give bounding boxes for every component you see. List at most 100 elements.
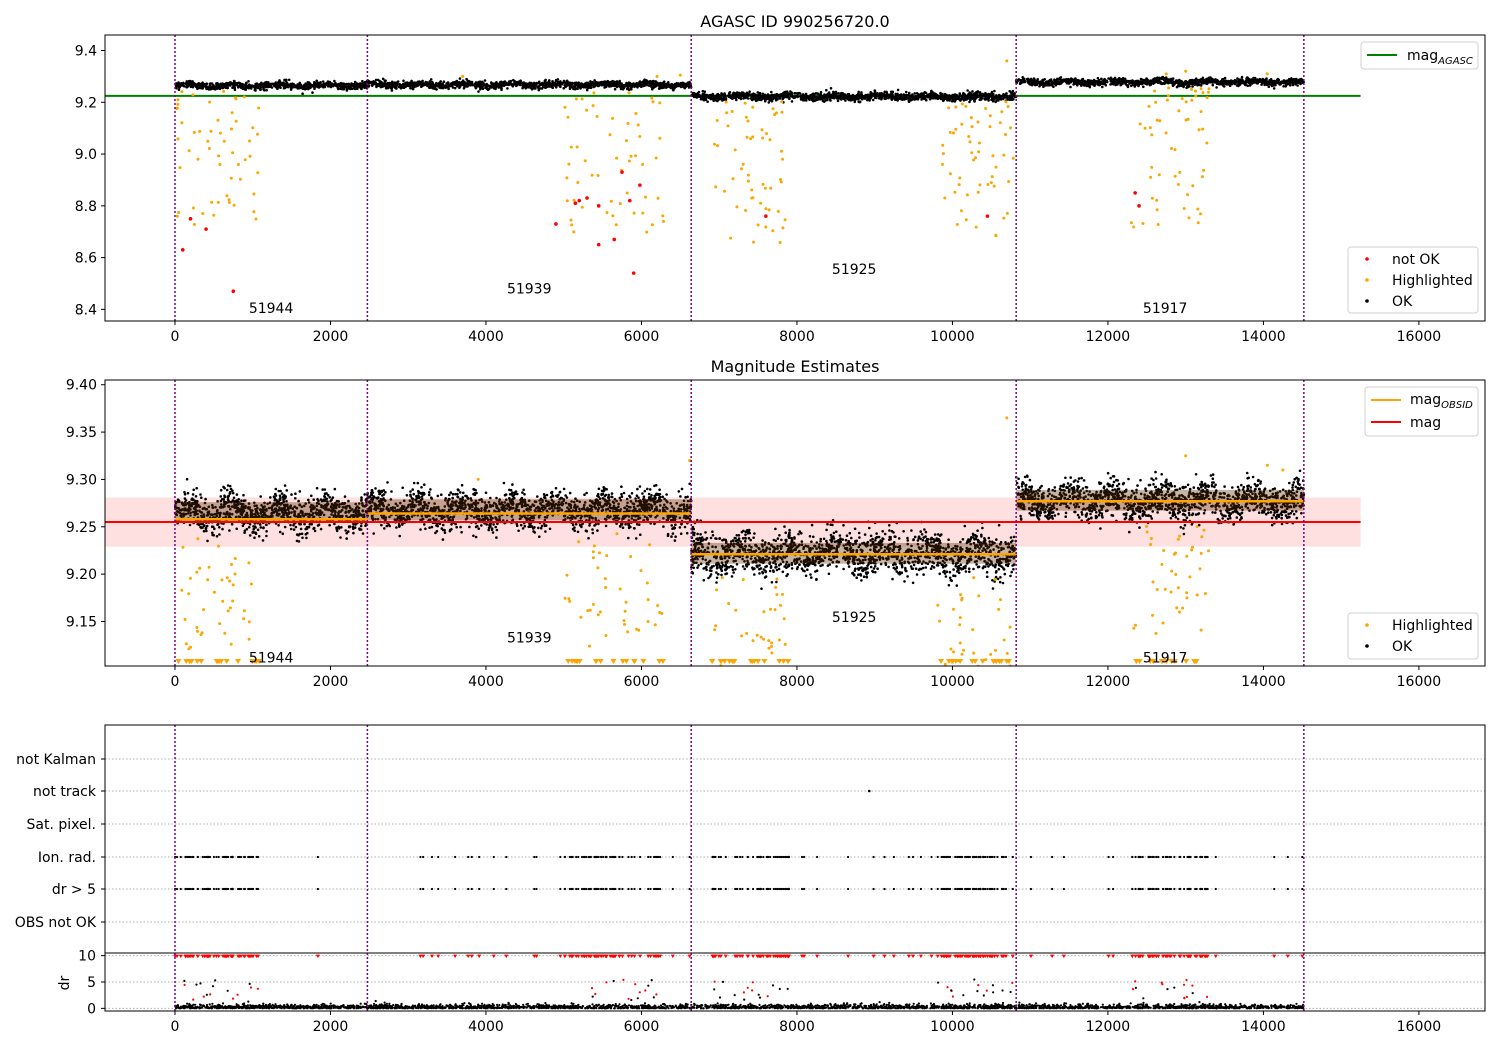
ok-point	[1017, 78, 1021, 81]
ok-point	[439, 80, 443, 83]
obsid-label: 51917	[1143, 301, 1188, 317]
ok-point	[856, 93, 859, 97]
highlighted-point	[991, 154, 995, 158]
ok-point	[824, 94, 827, 98]
ok-point	[1223, 76, 1227, 80]
ok-point	[1214, 79, 1217, 83]
highlighted-point	[1196, 221, 1200, 225]
highlighted-point	[954, 127, 958, 131]
legend-not-ok-marker	[1365, 257, 1369, 261]
ok-point	[301, 92, 304, 95]
highlighted-point	[228, 201, 231, 204]
ok-point	[809, 94, 812, 97]
ok-point	[1113, 76, 1117, 80]
highlighted-point	[217, 154, 221, 158]
ok-point	[670, 86, 674, 89]
ok-point	[1253, 78, 1256, 82]
ok-point	[580, 85, 584, 88]
ok-point	[728, 91, 732, 94]
ok-point	[208, 87, 211, 91]
ok-point	[1040, 83, 1043, 86]
ok-point	[784, 93, 787, 97]
ok-point	[1191, 79, 1195, 82]
ok-point	[227, 84, 230, 87]
highlighted-point	[984, 107, 988, 110]
ok-point	[792, 96, 795, 100]
ok-point	[390, 89, 394, 92]
not-ok-point	[627, 198, 632, 203]
ok-point	[860, 91, 863, 94]
ok-point	[492, 87, 496, 90]
x-tick-label: 12000	[1086, 329, 1131, 345]
ok-point	[245, 81, 248, 85]
ok-point	[1286, 82, 1289, 86]
ok-point	[310, 84, 314, 88]
ok-point	[562, 87, 565, 90]
ok-point	[307, 81, 311, 84]
legend-highlighted-marker	[1365, 278, 1369, 282]
ok-point	[333, 79, 336, 83]
ok-point	[1008, 96, 1011, 99]
ok-point	[514, 84, 518, 88]
ok-point	[1270, 84, 1274, 88]
ok-point	[767, 101, 771, 104]
ok-point	[719, 96, 722, 100]
ok-point	[299, 522, 303, 526]
highlighted-point	[960, 122, 964, 126]
ok-point	[1263, 83, 1266, 87]
ok-point	[337, 82, 341, 86]
ok-point	[361, 82, 365, 86]
highlighted-point	[1155, 198, 1159, 202]
highlighted-point	[1154, 100, 1158, 104]
ok-point	[1290, 77, 1293, 80]
highlighted-point	[744, 209, 748, 212]
highlighted-point	[1164, 131, 1168, 135]
highlighted-point	[187, 149, 191, 153]
ok-point	[374, 78, 378, 82]
ok-point	[912, 97, 916, 100]
ok-point	[447, 87, 450, 91]
highlighted-point	[645, 230, 649, 234]
ok-point	[589, 80, 592, 83]
ok-point	[1075, 79, 1078, 82]
ok-point	[621, 84, 625, 88]
ok-point	[1136, 82, 1140, 86]
ok-point	[353, 87, 357, 91]
ok-point	[1004, 96, 1008, 99]
highlighted-point	[1150, 133, 1154, 137]
ok-point	[913, 92, 917, 95]
highlighted-point	[781, 157, 785, 161]
ok-point	[720, 94, 724, 97]
ok-point	[548, 82, 552, 85]
ok-point	[205, 82, 209, 85]
ok-point	[468, 84, 472, 87]
highlighted-point	[780, 110, 784, 114]
ok-point	[210, 82, 214, 85]
ok-point	[679, 81, 683, 85]
ok-point	[895, 96, 899, 99]
ok-point	[446, 85, 450, 88]
ok-point	[907, 91, 911, 95]
highlighted-point	[750, 188, 754, 192]
not-ok-points	[180, 170, 1141, 294]
ok-point	[1195, 81, 1199, 85]
highlighted-point	[763, 186, 767, 190]
ok-point	[979, 98, 983, 101]
agasc-magnitude-panel: AGASC ID 990256720.0 5194451939519255191…	[75, 12, 1486, 345]
ok-point	[763, 97, 767, 101]
ok-point	[896, 99, 899, 102]
ok-point	[405, 83, 408, 87]
ok-point	[796, 95, 799, 98]
highlighted-point	[958, 176, 962, 180]
ok-point	[1162, 76, 1166, 80]
ok-point	[453, 86, 457, 90]
ok-point	[928, 98, 932, 101]
ok-point	[1045, 83, 1048, 86]
ok-point	[1026, 77, 1030, 81]
ok-point	[668, 84, 672, 87]
ok-point	[430, 84, 433, 88]
ok-point	[1120, 80, 1123, 84]
highlighted-point	[960, 102, 964, 106]
highlighted-point	[1164, 72, 1168, 76]
highlighted-point	[565, 176, 569, 180]
